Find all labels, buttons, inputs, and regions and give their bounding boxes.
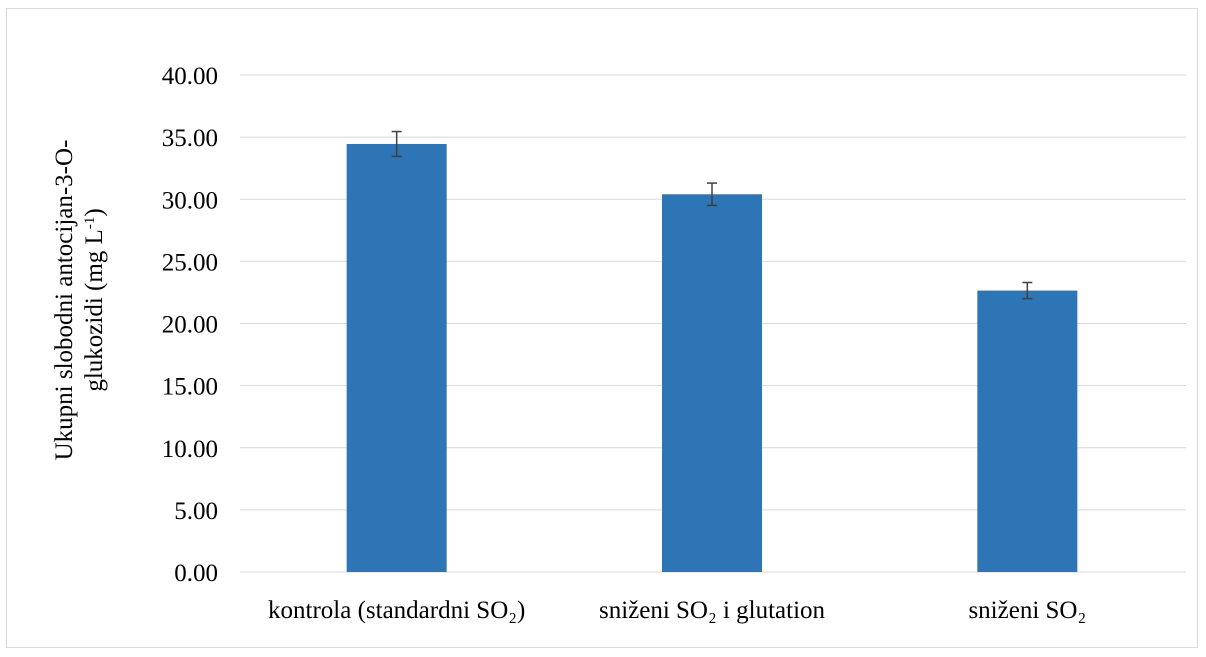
y-axis-label-line1: Ukupni slobodni antocijan-3-O- [51, 140, 78, 461]
y-tick-label: 5.00 [174, 498, 218, 525]
y-tick-label: 15.00 [162, 374, 218, 401]
y-axis-label: Ukupni slobodni antocijan-3-O- glukozidi… [51, 140, 108, 461]
y-tick-label: 30.00 [162, 187, 218, 214]
y-tick-label: 35.00 [162, 125, 218, 152]
y-tick-label: 40.00 [162, 63, 218, 90]
x-tick-labels: kontrola (standardni SO₂) sniženi SO₂ i g… [268, 597, 1086, 624]
y-tick-label: 0.00 [174, 560, 218, 587]
bar [977, 290, 1078, 572]
error-bars [391, 130, 1033, 300]
bar [662, 194, 762, 572]
y-axis-label-line2: glukozidi (mg L-1) [81, 208, 108, 391]
y-tick-label: 10.00 [162, 436, 218, 463]
bars [346, 143, 1078, 573]
y-tick-label: 20.00 [162, 312, 218, 339]
y-tick-label: 25.00 [162, 249, 218, 276]
x-tick-label: sniženi SO₂ i glutation [599, 597, 826, 624]
x-tick-label: kontrola (standardni SO₂) [268, 597, 525, 624]
y-tick-labels: 0.00 5.00 10.00 15.00 20.00 25.00 30.00 35.00 40… [162, 63, 218, 587]
bar [346, 143, 447, 573]
x-tick-label: sniženi SO₂ [968, 597, 1086, 624]
